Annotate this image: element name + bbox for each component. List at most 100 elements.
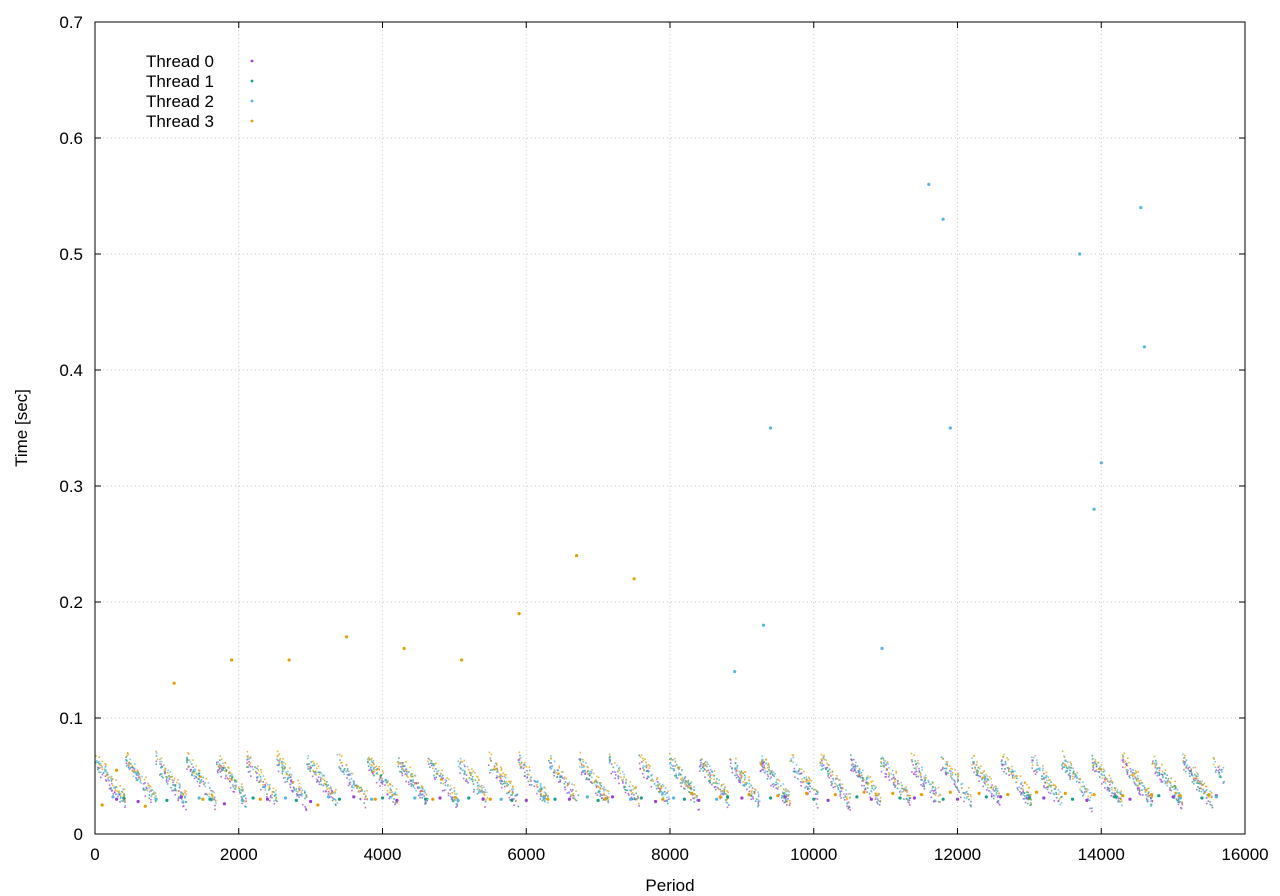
cloud-point xyxy=(1091,807,1093,810)
cloud-point xyxy=(194,770,196,773)
cloud-point xyxy=(155,752,158,754)
cloud-point xyxy=(866,775,869,777)
cloud-point xyxy=(231,775,234,777)
data-point xyxy=(1042,796,1046,800)
cloud-point xyxy=(566,782,569,785)
cloud-point xyxy=(235,784,237,787)
cloud-point xyxy=(880,761,882,763)
cloud-point xyxy=(445,780,448,782)
cloud-point xyxy=(855,771,857,774)
cloud-point xyxy=(1057,789,1060,791)
cloud-point xyxy=(163,768,166,771)
cloud-point xyxy=(1019,790,1021,793)
cloud-point xyxy=(968,787,970,789)
cloud-point xyxy=(720,785,723,787)
cloud-point xyxy=(466,765,469,768)
cloud-point xyxy=(541,799,544,802)
cloud-point xyxy=(227,778,229,781)
cloud-point xyxy=(1159,778,1161,781)
cloud-point xyxy=(279,759,281,762)
cloud-point xyxy=(755,789,757,791)
cloud-point xyxy=(1053,800,1056,802)
cloud-point xyxy=(1133,780,1135,783)
cloud-point xyxy=(162,776,164,779)
cloud-point xyxy=(694,793,696,796)
cloud-point xyxy=(277,754,279,757)
cloud-point xyxy=(684,783,686,786)
cloud-point xyxy=(921,766,923,769)
cloud-point xyxy=(440,776,443,778)
cloud-point xyxy=(420,790,423,793)
cloud-point xyxy=(211,794,213,796)
cloud-point xyxy=(127,763,129,765)
cloud-point xyxy=(585,762,587,764)
cloud-point xyxy=(1048,785,1050,787)
data-point xyxy=(524,798,528,803)
cloud-point xyxy=(245,797,247,800)
cloud-point xyxy=(1042,765,1044,767)
cloud-point xyxy=(177,797,180,800)
cloud-point xyxy=(660,790,662,793)
cloud-point xyxy=(477,787,480,789)
cloud-point xyxy=(1102,781,1105,783)
cloud-point xyxy=(1104,787,1106,789)
cloud-point xyxy=(698,808,700,811)
cloud-point xyxy=(1211,804,1213,807)
cloud-point xyxy=(508,796,511,799)
cloud-point xyxy=(678,772,680,774)
cloud-point xyxy=(298,796,300,798)
cloud-point xyxy=(95,755,97,757)
cloud-point xyxy=(875,792,877,795)
cloud-point xyxy=(186,759,188,761)
cloud-point xyxy=(799,773,801,775)
cloud-point xyxy=(821,759,823,762)
cloud-point xyxy=(295,788,297,791)
cloud-point xyxy=(808,788,810,790)
cloud-point xyxy=(281,768,284,770)
cloud-point xyxy=(620,776,622,779)
cloud-point xyxy=(1014,770,1016,773)
data-point xyxy=(395,798,399,803)
cloud-point xyxy=(500,780,502,783)
cloud-point xyxy=(760,762,762,765)
cloud-point xyxy=(508,790,510,793)
cloud-point xyxy=(587,770,589,772)
cloud-point xyxy=(183,789,186,792)
cloud-point xyxy=(505,774,507,776)
cloud-point xyxy=(275,789,277,792)
cloud-point xyxy=(313,764,316,766)
cloud-point xyxy=(1117,799,1120,802)
cloud-point xyxy=(380,781,382,784)
cloud-point xyxy=(98,763,100,765)
data-point xyxy=(460,658,464,662)
cloud-point xyxy=(906,791,908,793)
cloud-point xyxy=(185,790,187,793)
cloud-point xyxy=(520,766,522,768)
cloud-point xyxy=(200,779,203,781)
cloud-point xyxy=(921,785,924,787)
cloud-point xyxy=(184,796,186,799)
cloud-point xyxy=(1030,803,1032,806)
cloud-point xyxy=(602,794,605,796)
cloud-point xyxy=(1046,782,1048,784)
cloud-point xyxy=(112,793,115,795)
cloud-point xyxy=(118,791,120,794)
cloud-point xyxy=(187,752,189,754)
cloud-point xyxy=(513,798,515,800)
cloud-point xyxy=(1106,789,1108,791)
cloud-point xyxy=(240,786,243,788)
cloud-point xyxy=(788,791,790,793)
cloud-point xyxy=(367,765,370,767)
cloud-point xyxy=(442,777,444,779)
cloud-point xyxy=(148,787,150,789)
cloud-point xyxy=(760,764,763,766)
cloud-point xyxy=(471,772,473,774)
cloud-point xyxy=(980,765,982,767)
cloud-point xyxy=(1110,794,1112,797)
cloud-point xyxy=(276,800,278,803)
cloud-point xyxy=(339,753,341,756)
cloud-point xyxy=(123,794,126,797)
cloud-point xyxy=(495,771,498,773)
cloud-point xyxy=(341,764,344,767)
cloud-point xyxy=(937,786,940,789)
